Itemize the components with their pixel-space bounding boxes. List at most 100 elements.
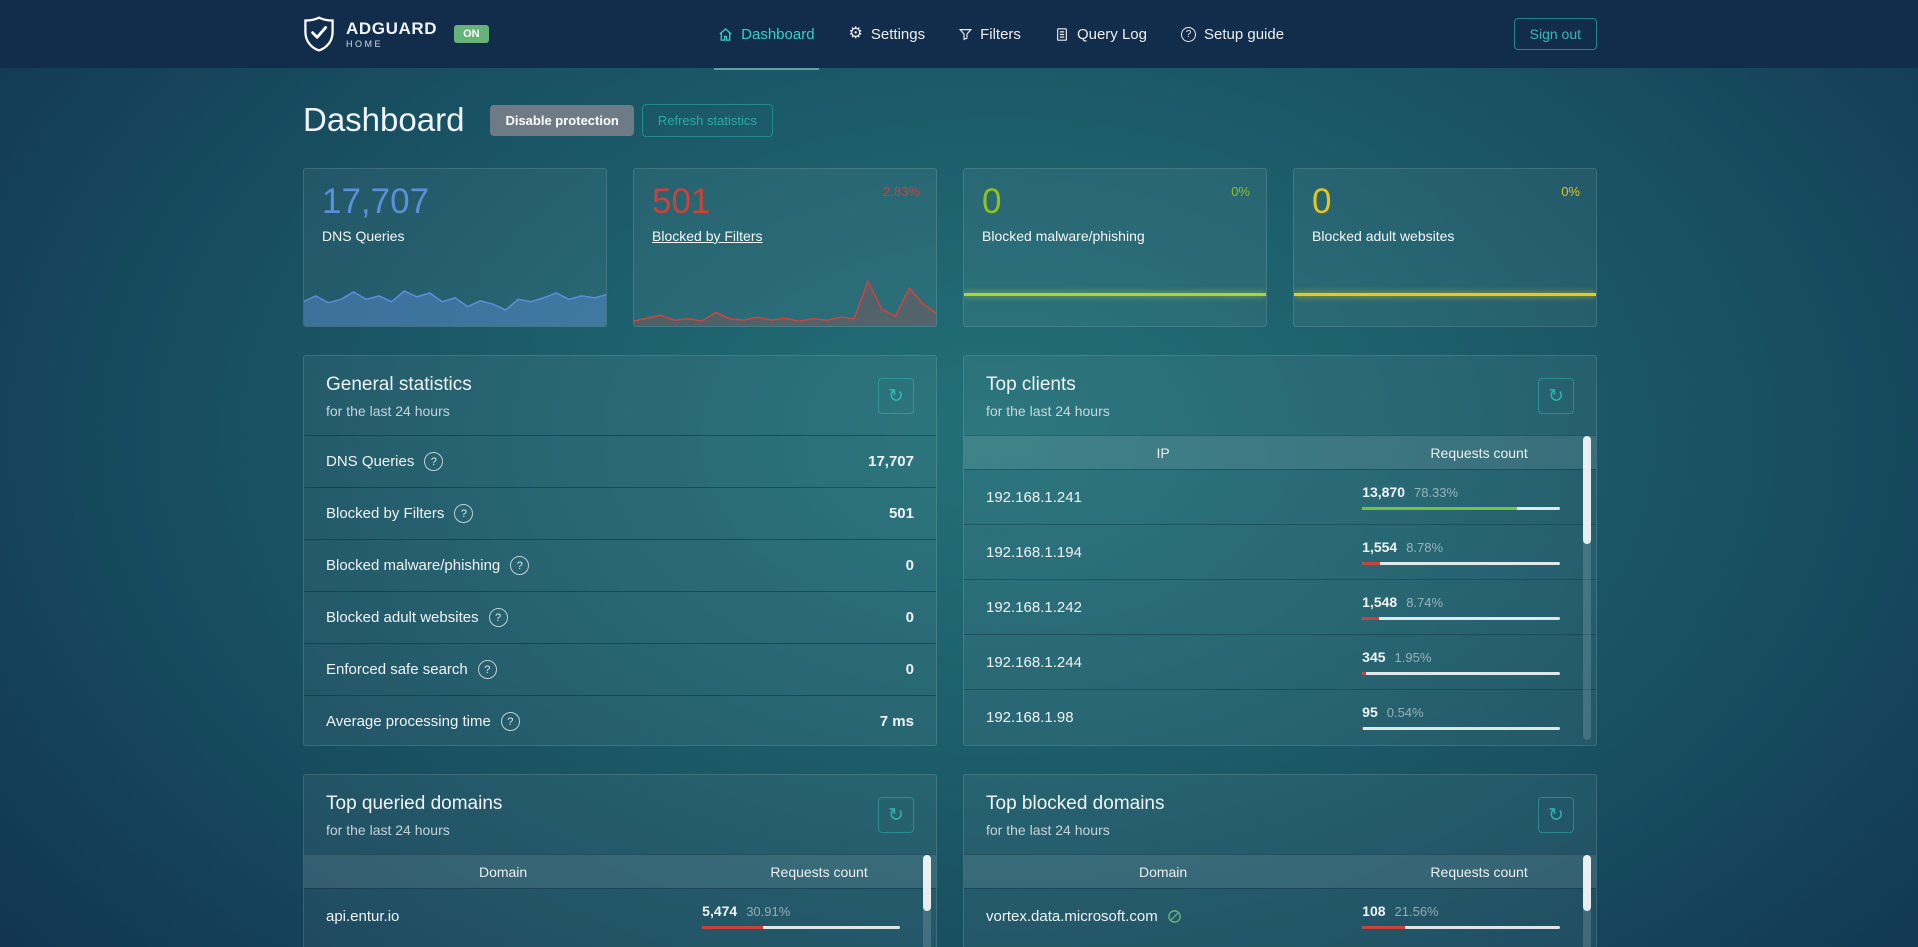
table-row: vortex.data.microsoft.com 108 21.56%	[964, 888, 1596, 943]
table-header: Domain Requests count	[304, 854, 936, 888]
blocked-by-filters-link[interactable]: Blocked by Filters	[652, 227, 763, 244]
blocked-adult-value: 0	[1312, 182, 1332, 221]
scrollbar-thumb[interactable]	[1583, 436, 1591, 544]
client-ip: 192.168.1.194	[986, 543, 1082, 561]
stat-row-label: DNS Queries	[326, 453, 415, 470]
help-icon[interactable]	[424, 452, 444, 471]
blocked-filters-value: 501	[652, 182, 711, 221]
stat-row: Blocked malware/phishing 0	[304, 539, 936, 591]
refresh-icon[interactable]	[1538, 797, 1574, 833]
blocked-malware-delta: 0%	[1231, 184, 1250, 199]
help-icon[interactable]	[510, 556, 530, 575]
progress-bar	[1362, 926, 1560, 929]
nav-query-log-label: Query Log	[1076, 25, 1147, 43]
nav-setup-guide-label: Setup guide	[1203, 25, 1285, 43]
blocked-adult-flatline	[1294, 293, 1596, 296]
scrollbar[interactable]	[1583, 436, 1591, 740]
stat-row: DNS Queries 17,707	[304, 435, 936, 487]
column-header-requests: Requests count	[1430, 863, 1528, 880]
table-header: IP Requests count	[964, 435, 1596, 469]
stat-row-value: 0	[905, 661, 914, 678]
request-percent: 8.74%	[1406, 595, 1444, 610]
blocked-domain: vortex.data.microsoft.com	[986, 907, 1158, 925]
stat-cards: 17,707 DNS Queries 2.83% 501 Blocked by …	[303, 168, 1597, 327]
request-count: 95	[1362, 704, 1378, 720]
nav-filters-label: Filters	[980, 25, 1021, 43]
client-ip: 192.168.1.244	[986, 653, 1082, 671]
request-count: 1,554	[1362, 539, 1398, 555]
refresh-icon[interactable]	[878, 797, 914, 833]
scrollbar[interactable]	[1583, 855, 1591, 947]
request-percent: 0.54%	[1386, 705, 1424, 720]
column-header-requests: Requests count	[1430, 444, 1528, 461]
tracker-icon	[1167, 909, 1182, 924]
column-header-requests: Requests count	[770, 863, 868, 880]
blocked-filters-sparkline	[634, 274, 936, 326]
help-icon[interactable]	[500, 712, 520, 731]
top-clients-panel: Top clients for the last 24 hours IP Req…	[963, 355, 1597, 746]
stat-row-value: 17,707	[868, 453, 914, 470]
nav-setup-guide[interactable]: Setup guide	[1180, 0, 1285, 68]
main-nav: Dashboard ⚙ Settings Filters Query Log	[489, 0, 1514, 70]
request-count: 5,474	[702, 903, 738, 919]
refresh-icon[interactable]	[878, 378, 914, 414]
stat-row-value: 0	[905, 609, 914, 626]
brand-sub: HOME	[346, 38, 383, 49]
stat-row-label: Blocked by Filters	[326, 505, 445, 522]
nav-dashboard-label: Dashboard	[741, 25, 815, 43]
stat-row: Blocked by Filters 501	[304, 487, 936, 539]
progress-bar	[1362, 727, 1560, 730]
dns-queries-label: DNS Queries	[322, 227, 405, 244]
scrollbar-thumb[interactable]	[1583, 855, 1591, 911]
nav-filters[interactable]: Filters	[959, 0, 1021, 68]
panel-title: Top clients	[986, 374, 1076, 395]
request-percent: 78.33%	[1413, 485, 1459, 500]
panel-title: Top queried domains	[326, 793, 503, 814]
panel-subtitle: for the last 24 hours	[326, 403, 450, 419]
adguard-shield-logo-icon	[303, 16, 335, 52]
table-row: 192.168.1.242 1,548 8.74%	[964, 579, 1596, 634]
gear-icon: ⚙	[848, 25, 863, 42]
brand: ADGUARD HOME ON	[303, 16, 489, 52]
sign-out-button[interactable]: Sign out	[1513, 18, 1597, 50]
panel-title: Top blocked domains	[986, 793, 1165, 814]
refresh-icon[interactable]	[1538, 378, 1574, 414]
blocked-adult-card: 0% 0 Blocked adult websites	[1293, 168, 1597, 327]
panel-subtitle: for the last 24 hours	[986, 403, 1110, 419]
panel-title: General statistics	[326, 374, 472, 395]
home-icon	[718, 27, 733, 42]
request-percent: 30.91%	[746, 904, 791, 919]
table-header: Domain Requests count	[964, 854, 1596, 888]
request-percent: 8.78%	[1406, 540, 1444, 555]
progress-bar	[1362, 507, 1560, 510]
brand-name: ADGUARD	[346, 18, 438, 38]
disable-protection-button[interactable]: Disable protection	[490, 104, 634, 136]
nav-query-log[interactable]: Query Log	[1055, 0, 1147, 68]
scrollbar-thumb[interactable]	[923, 855, 931, 911]
progress-bar	[702, 926, 900, 929]
blocked-filters-card: 2.83% 501 Blocked by Filters	[633, 168, 937, 327]
nav-settings[interactable]: ⚙ Settings	[849, 0, 926, 68]
client-ip: 192.168.1.98	[986, 708, 1074, 726]
dns-queries-sparkline	[304, 274, 606, 326]
column-header-domain: Domain	[1138, 863, 1188, 880]
help-circle-icon	[1180, 26, 1196, 42]
title-row: Dashboard Disable protection Refresh sta…	[303, 100, 1597, 140]
blocked-malware-card: 0% 0 Blocked malware/phishing	[963, 168, 1267, 327]
stat-row-value: 501	[888, 505, 914, 522]
top-queried-domains-panel: Top queried domains for the last 24 hour…	[303, 774, 937, 947]
scrollbar[interactable]	[923, 855, 931, 947]
table-row: api.entur.io 5,474 30.91%	[304, 888, 936, 943]
refresh-statistics-button[interactable]: Refresh statistics	[641, 103, 773, 137]
dns-queries-card: 17,707 DNS Queries	[303, 168, 607, 327]
request-count: 1,548	[1362, 594, 1398, 610]
page-title: Dashboard	[303, 101, 465, 138]
panel-subtitle: for the last 24 hours	[986, 822, 1110, 838]
help-icon[interactable]	[454, 504, 474, 523]
blocked-filters-delta: 2.83%	[883, 184, 920, 199]
dns-queries-value: 17,707	[322, 182, 430, 221]
help-icon[interactable]	[477, 660, 497, 679]
help-icon[interactable]	[488, 608, 508, 627]
blocked-malware-flatline	[964, 293, 1266, 296]
nav-dashboard[interactable]: Dashboard	[714, 0, 819, 70]
